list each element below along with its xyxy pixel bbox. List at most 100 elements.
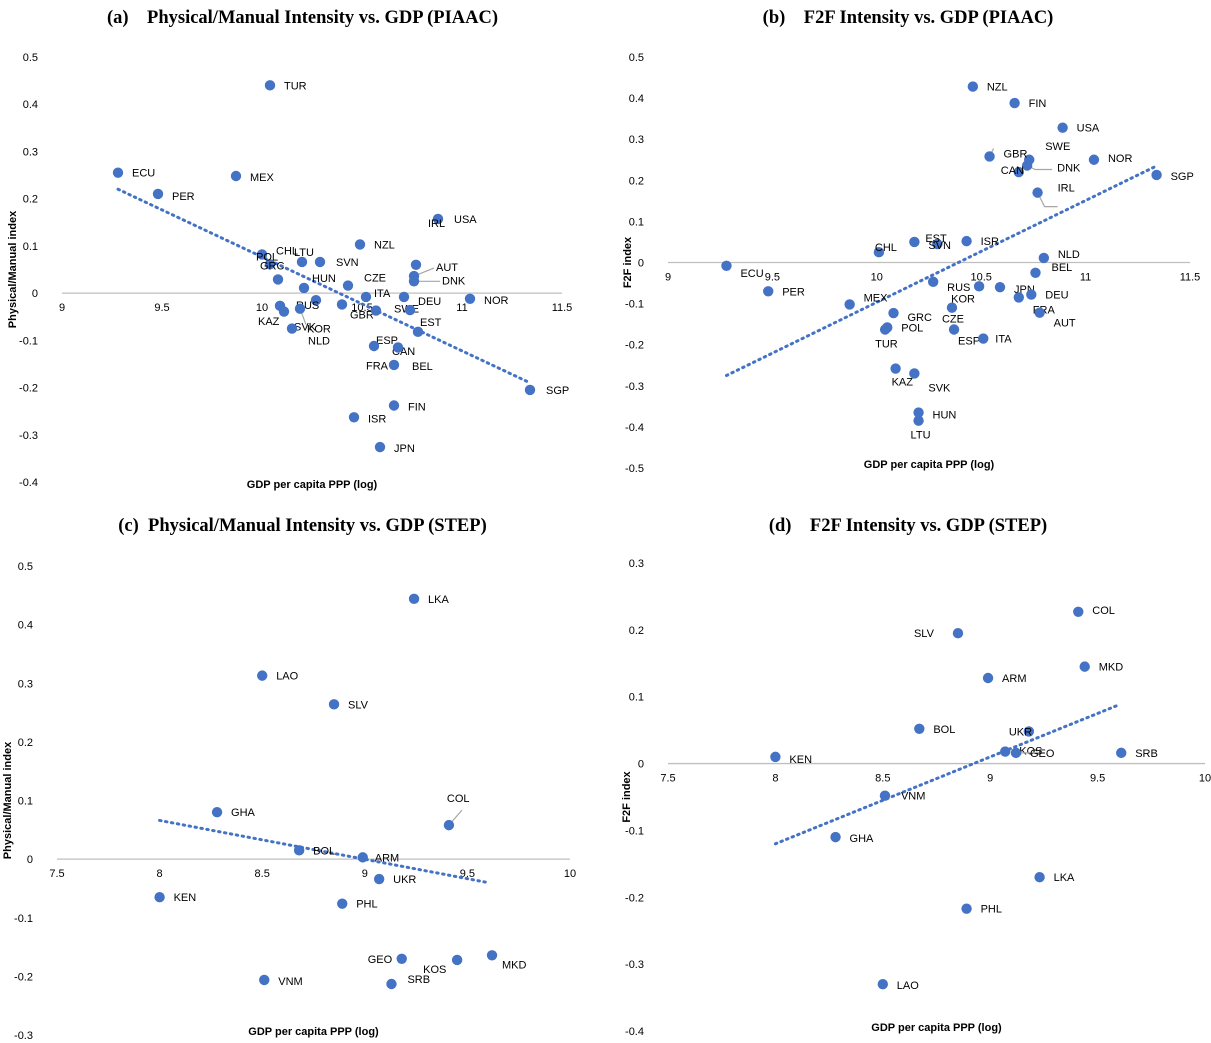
y-tick-label: 0.1 [18, 796, 33, 808]
x-tick-label: 9.5 [765, 272, 780, 284]
point-label: MEX [864, 292, 889, 304]
data-point-kos [1000, 746, 1011, 757]
data-point-can [1013, 166, 1024, 178]
data-point-lao [877, 979, 888, 990]
x-tick-label: 8 [772, 773, 778, 785]
data-point-gha [211, 807, 223, 818]
data-point-nzl [967, 81, 979, 92]
trendline [116, 187, 532, 385]
point-label: ESP [376, 335, 398, 347]
data-point-svn [314, 256, 326, 268]
data-point-esp [948, 324, 960, 335]
data-point-gbr [336, 299, 348, 310]
trendline [724, 164, 1159, 378]
y-tick-label: 0.1 [629, 216, 644, 228]
point-label: FIN [408, 402, 426, 414]
y-tick-label: -0.1 [625, 825, 644, 837]
data-point-per [152, 188, 164, 200]
point-label: SVK [928, 382, 951, 394]
data-point-rus [927, 276, 939, 288]
data-point-fin [1009, 97, 1020, 109]
point-label: GRC [260, 260, 285, 272]
point-label: LKA [1054, 872, 1075, 884]
point-label: NLD [1058, 249, 1080, 261]
y-tick-label: 0 [638, 759, 644, 771]
point-label: COL [1092, 605, 1115, 617]
point-label: LAO [276, 671, 298, 683]
data-point-kor [294, 303, 306, 314]
point-label: USA [1077, 123, 1100, 135]
data-point-bol [914, 723, 925, 735]
y-tick-label: 0.5 [23, 52, 38, 64]
y-tick-label: 0.4 [23, 99, 38, 111]
data-point-vnm [879, 790, 891, 801]
y-tick-label: 0.1 [23, 241, 38, 253]
data-point-kos [451, 954, 463, 966]
point-label: LTU [911, 430, 931, 442]
data-point-lka [1034, 872, 1045, 883]
point-label: NZL [374, 239, 395, 251]
data-point-grc [272, 274, 284, 285]
x-tick-label: 10 [1199, 773, 1211, 785]
point-label: SLV [348, 699, 369, 711]
point-label: EST [925, 233, 947, 245]
point-label: FRA [366, 360, 389, 372]
data-point-ecu [112, 167, 124, 178]
point-label: GHA [850, 833, 875, 845]
data-point-col [443, 819, 455, 831]
chart-svg: -0.4 -0.3 -0.2 -0.1 0 0.1 0.2 0.3 7.5 8 8.5 9 9.5 10 G… [621, 558, 1211, 1038]
point-label: BEL [1051, 262, 1072, 274]
data-point-mex [844, 299, 855, 310]
point-label: BOL [313, 845, 335, 857]
data-point-pol [264, 259, 276, 270]
data-point-ita [360, 291, 372, 303]
data-point-hun [298, 282, 310, 294]
point-label: IRL [1058, 183, 1075, 195]
point-label: ISR [981, 236, 999, 248]
panel-a: (a) Physical/Manual Intensity vs. GDP (P… [0, 0, 605, 500]
point-label: ECU [740, 268, 763, 280]
point-label: KOR [951, 293, 975, 305]
y-axis-label: Physical/Manual index [2, 741, 14, 859]
data-point-ken [770, 751, 781, 763]
y-tick-label: -0.4 [625, 1026, 644, 1038]
x-tick-label: 9 [665, 272, 671, 284]
point-label: TUR [284, 80, 307, 92]
data-point-mkd [1079, 661, 1090, 672]
x-tick-label: 9 [362, 868, 368, 880]
data-point-irl [410, 259, 422, 270]
y-tick-label: -0.5 [625, 463, 644, 475]
point-label: VNM [278, 976, 302, 988]
chart-title: (b) F2F Intensity vs. GDP (PIAAC) [762, 8, 1054, 28]
x-tick-label: 9 [987, 773, 993, 785]
point-label: GHA [231, 807, 256, 819]
point-label: GRC [908, 312, 933, 324]
data-point-usa [432, 213, 444, 225]
chart-svg: -0.5 -0.4 -0.3 -0.2 -0.1 0 0.1 0.2 0.3 0.4 0.5 9 9.5… [622, 52, 1201, 475]
data-point-hun [913, 407, 924, 418]
y-tick-label: 0.2 [629, 625, 644, 637]
point-label: KAZ [892, 377, 914, 389]
point-label: SRB [407, 974, 430, 986]
data-point-chl [873, 247, 885, 258]
point-label: ITA [995, 334, 1012, 346]
point-label: PER [782, 286, 805, 298]
point-label: LAO [897, 980, 919, 992]
x-tick-label: 11.5 [1180, 272, 1201, 284]
point-label: BOL [933, 724, 955, 736]
data-point-cze [946, 302, 958, 313]
y-tick-label: -0.4 [625, 422, 644, 434]
point-label: SWE [1045, 141, 1070, 153]
data-point-aut [1034, 307, 1045, 318]
data-point-irl [1032, 187, 1043, 198]
y-tick-label: -0.3 [14, 1030, 33, 1042]
y-axis-label: Physical/Manual index [7, 210, 19, 328]
data-point-mkd [486, 950, 498, 961]
data-point-lka [408, 593, 420, 605]
point-label: GEO [368, 954, 393, 966]
data-point-tur [879, 324, 891, 335]
point-label: EST [420, 317, 442, 329]
trendline [773, 703, 1121, 846]
point-label: ARM [375, 852, 399, 864]
point-label: SGP [546, 385, 569, 397]
